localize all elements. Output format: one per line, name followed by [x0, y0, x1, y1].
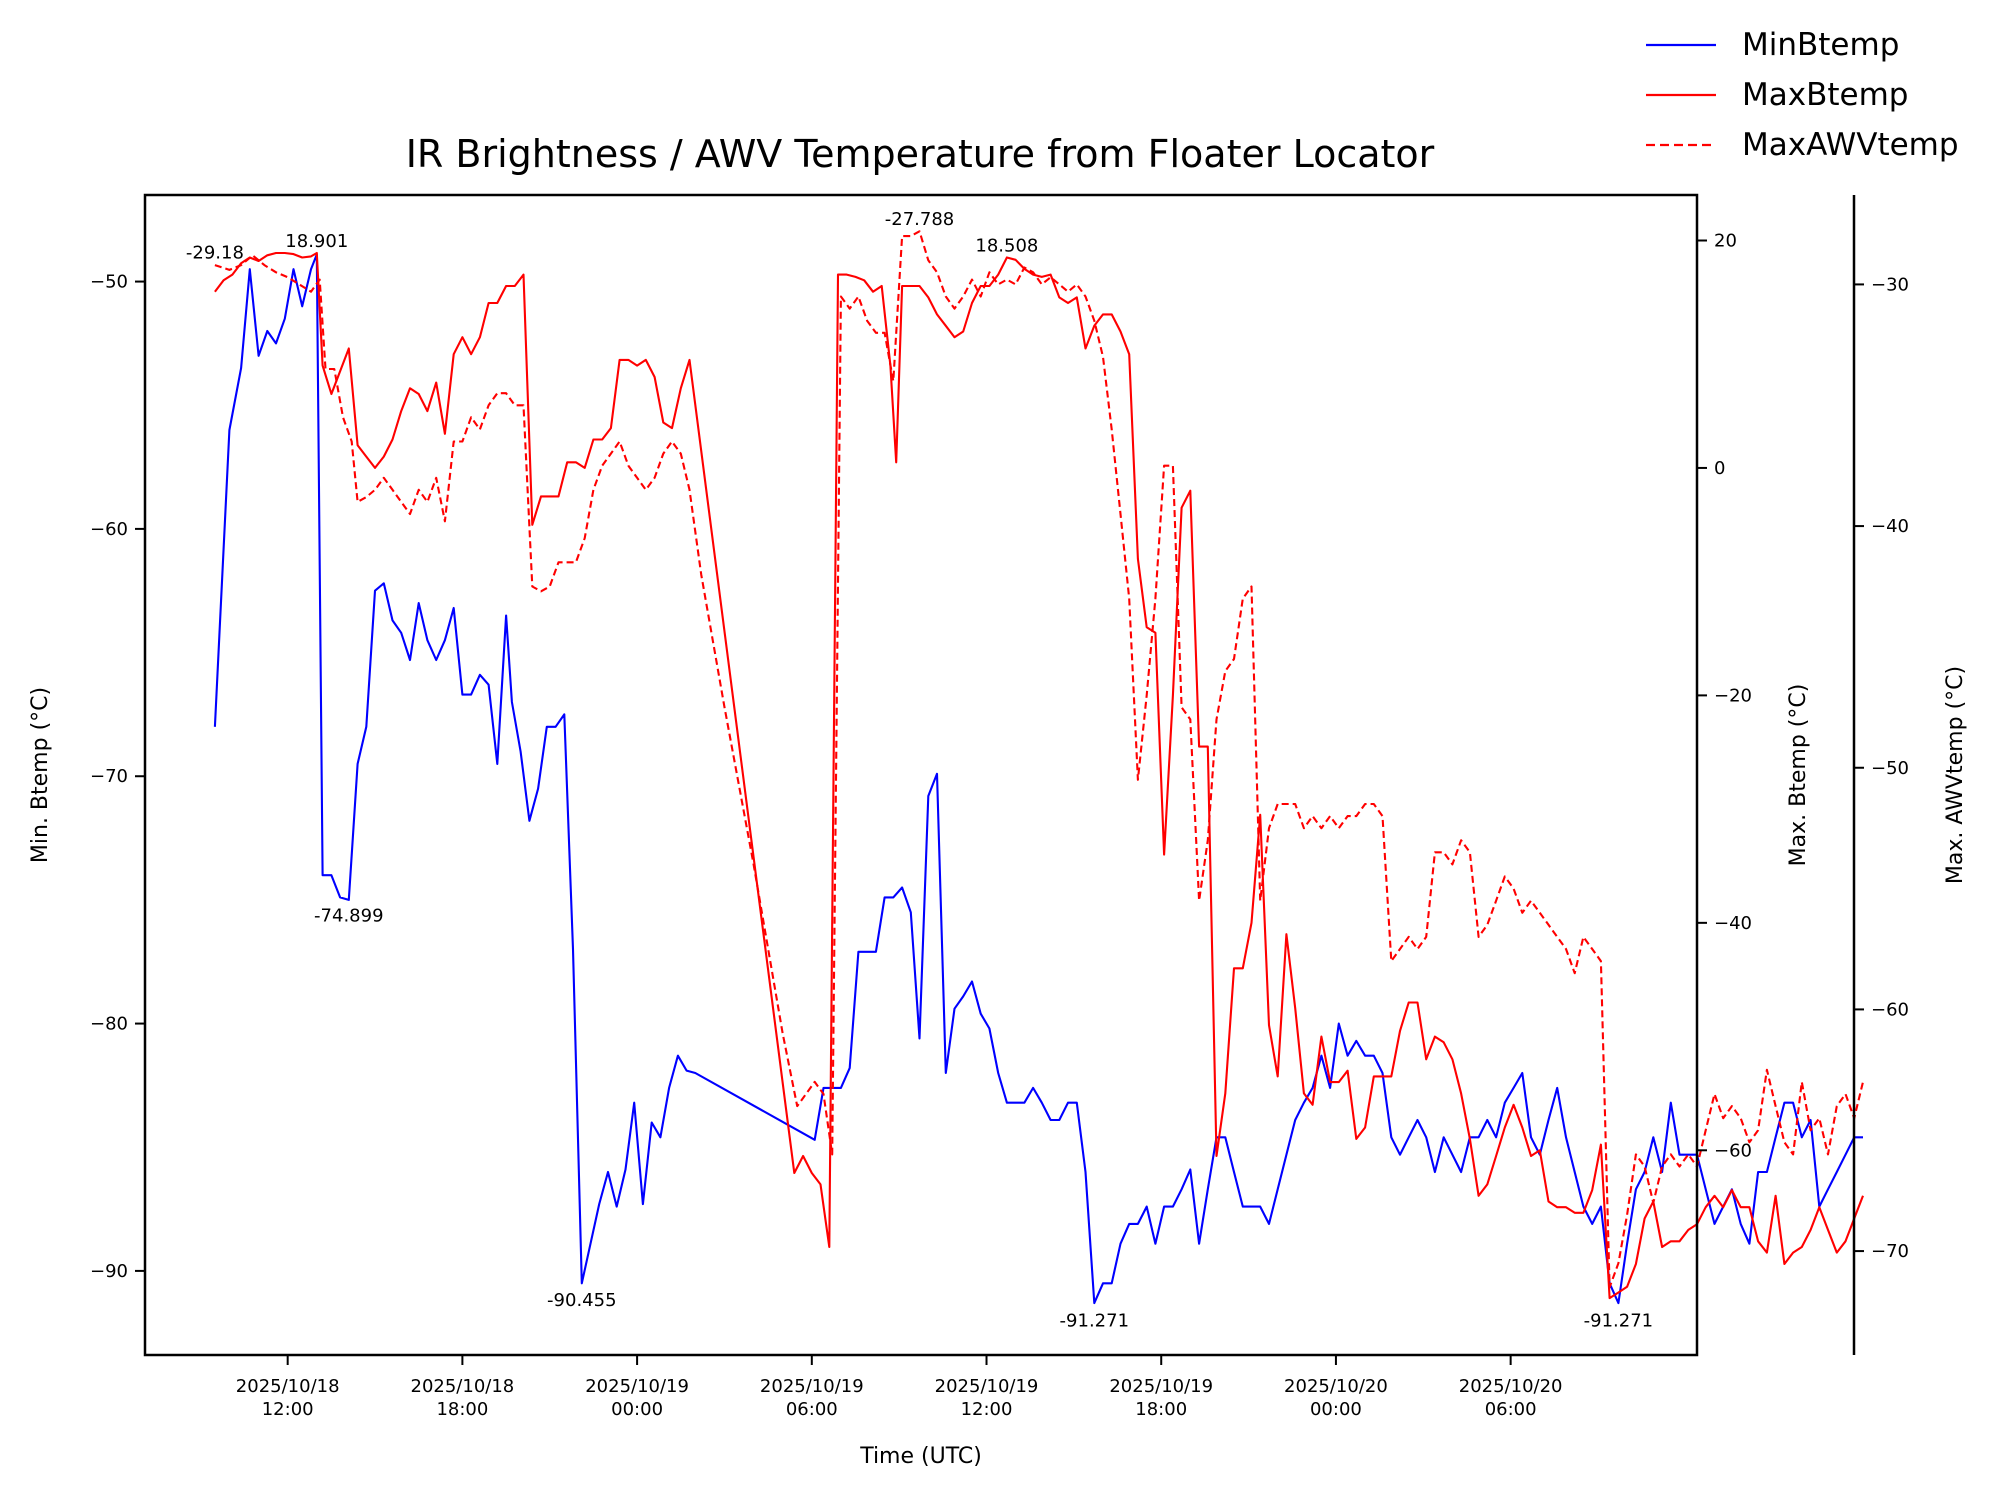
x-tick-label-time: 06:00 — [786, 1399, 838, 1420]
y-axis-label-right2: Max. AWVtemp (°C) — [1943, 666, 1968, 884]
annotation-label: -27.788 — [885, 209, 954, 230]
legend-label-maxbtemp: MaxBtemp — [1742, 77, 1908, 113]
y-tick-label-right1: −40 — [1714, 913, 1752, 934]
x-tick-label-time: 12:00 — [961, 1399, 1013, 1420]
annotation-label: -91.271 — [1060, 1310, 1129, 1331]
annotation-label: 18.508 — [975, 236, 1038, 257]
y-tick-label-right1: −20 — [1714, 685, 1752, 706]
y-tick-label-right2: −50 — [1871, 758, 1909, 779]
x-tick-label-date: 2025/10/19 — [935, 1376, 1039, 1397]
y-tick-label-right1: 20 — [1714, 230, 1737, 251]
x-tick-label-time: 06:00 — [1485, 1399, 1537, 1420]
legend: MinBtemp MaxBtemp MaxAWVtemp — [1646, 27, 1959, 163]
legend-label-minbtemp: MinBtemp — [1742, 27, 1899, 63]
series-line-minbtemp — [213, 253, 1863, 1305]
series-line-maxbtemp — [214, 251, 1864, 1300]
legend-label-maxawvtemp: MaxAWVtemp — [1742, 127, 1959, 163]
x-tick-label-date: 2025/10/20 — [1284, 1376, 1388, 1397]
x-axis-label: Time (UTC) — [859, 1444, 982, 1469]
y-tick-label-right2: −60 — [1871, 999, 1909, 1020]
annotation-label: 18.901 — [285, 231, 348, 252]
x-tick-label-date: 2025/10/18 — [411, 1376, 515, 1397]
x-tick-label-time: 12:00 — [262, 1399, 314, 1420]
y-tick-label-left: −50 — [90, 272, 128, 293]
y-tick-label-right1: 0 — [1714, 458, 1725, 479]
annotation-label: -91.271 — [1584, 1310, 1653, 1331]
x-tick-label-time: 18:00 — [436, 1399, 488, 1420]
chart-title: IR Brightness / AWV Temperature from Flo… — [406, 132, 1435, 176]
annotation-label: -74.899 — [314, 905, 383, 926]
x-tick-label-date: 2025/10/19 — [585, 1376, 689, 1397]
x-tick-label-time: 00:00 — [1310, 1399, 1362, 1420]
x-tick-label-date: 2025/10/18 — [236, 1376, 340, 1397]
y-tick-label-right2: −40 — [1871, 516, 1909, 537]
plot-frame — [143, 193, 1699, 1357]
annotation-label: -29.18 — [186, 243, 244, 264]
y-tick-label-right2: −30 — [1871, 274, 1909, 295]
y-axis-label-left: Min. Btemp (°C) — [28, 687, 53, 863]
series-line-maxawvtemp — [214, 230, 1865, 1289]
y-tick-label-right1: −60 — [1714, 1140, 1752, 1161]
y-axis-label-right1: Max. Btemp (°C) — [1786, 684, 1811, 867]
y-tick-label-left: −80 — [90, 1014, 128, 1035]
y-tick-label-left: −60 — [90, 519, 128, 540]
y-tick-label-left: −70 — [90, 766, 128, 787]
x-tick-label-time: 18:00 — [1135, 1399, 1187, 1420]
axes: 2025/10/1812:002025/10/1818:002025/10/19… — [90, 230, 1909, 1420]
series-layer — [213, 230, 1865, 1305]
annotations: 18.901 -29.18 -74.899 -90.455 -27.788 18.508 -… — [186, 209, 1653, 1331]
x-tick-label-date: 2025/10/19 — [1109, 1376, 1213, 1397]
annotation-label: -90.455 — [547, 1290, 616, 1311]
x-tick-label-date: 2025/10/20 — [1459, 1376, 1563, 1397]
y-tick-label-right2: −70 — [1871, 1241, 1909, 1262]
x-tick-label-date: 2025/10/19 — [760, 1376, 864, 1397]
x-tick-label-time: 00:00 — [611, 1399, 663, 1420]
y-tick-label-left: −90 — [90, 1261, 128, 1282]
